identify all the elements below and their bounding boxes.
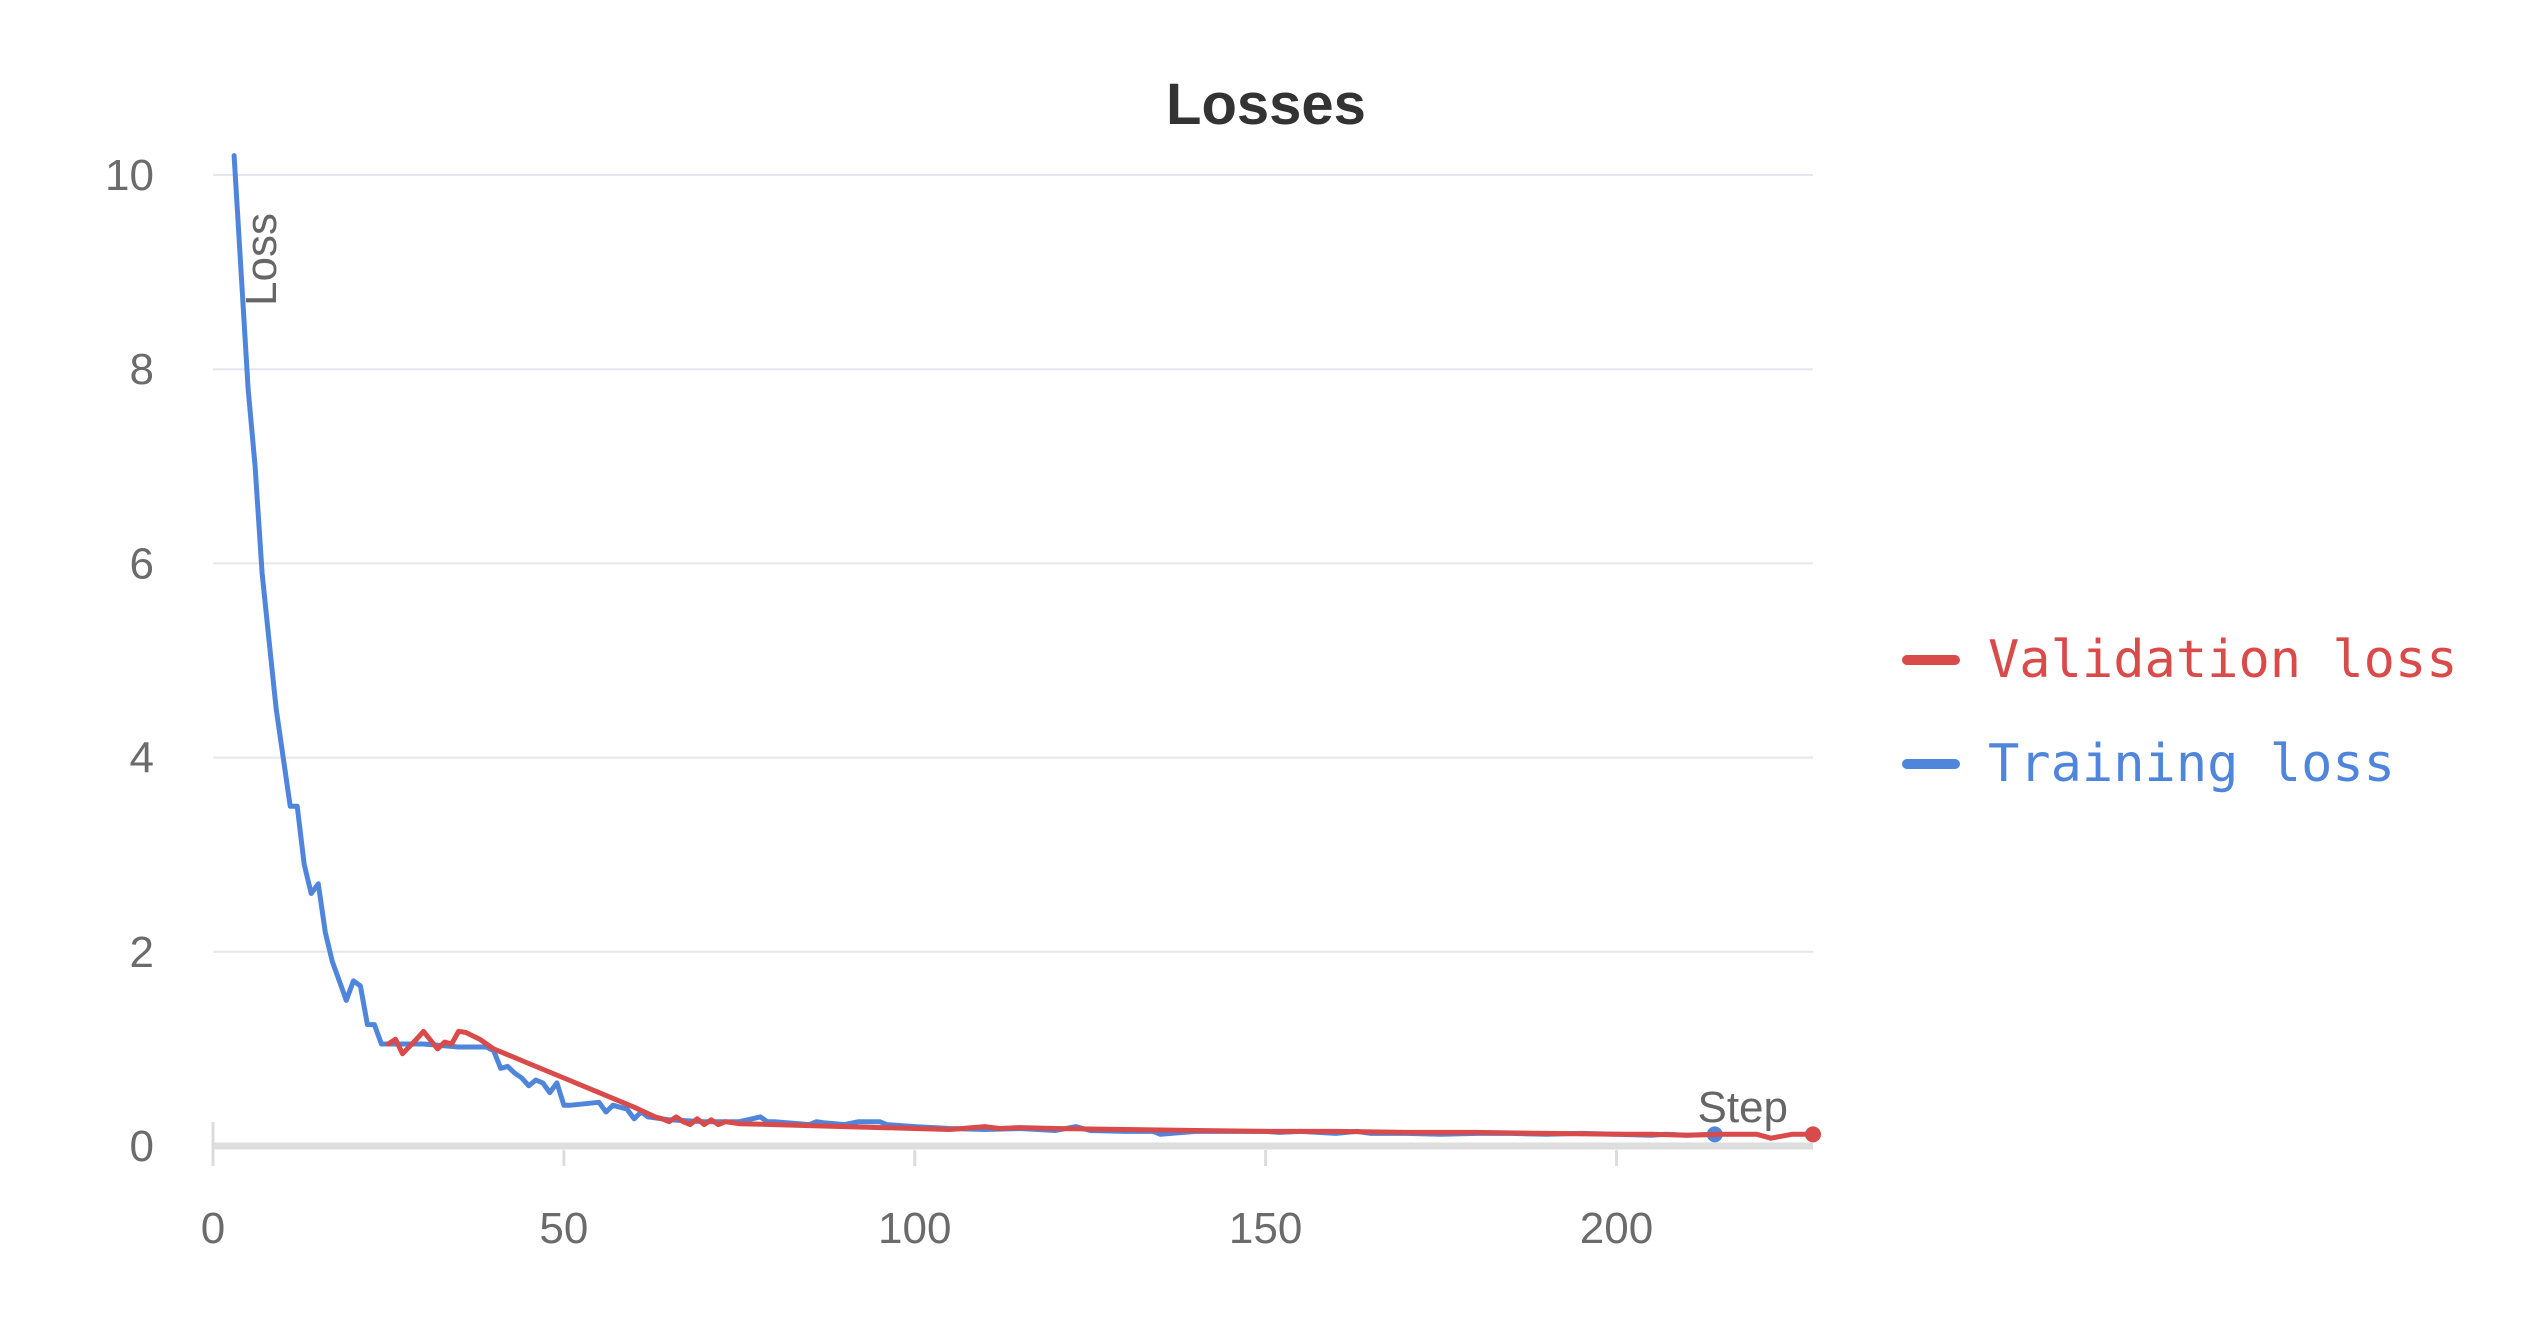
y-tick-label: 6 xyxy=(130,539,154,588)
x-tick-label: 150 xyxy=(1229,1204,1302,1253)
y-tick-label: 4 xyxy=(130,734,154,783)
y-tick-label: 8 xyxy=(130,345,154,394)
validation-loss-line xyxy=(385,1028,1816,1141)
y-tick-label: 2 xyxy=(130,928,154,977)
x-tick-label: 50 xyxy=(539,1204,588,1253)
chart-title: Losses xyxy=(1166,72,1366,137)
x-tick-label: 200 xyxy=(1580,1204,1653,1253)
y-tick-label: 0 xyxy=(130,1122,154,1171)
legend-label: Training loss xyxy=(1988,734,2395,794)
grid-layer xyxy=(213,174,1813,953)
legend-label: Validation loss xyxy=(1988,630,2458,690)
x-axis-label: Step xyxy=(1697,1083,1788,1132)
y-tick-label: 10 xyxy=(105,151,154,200)
x-tick-label: 0 xyxy=(201,1204,225,1253)
x-tick-label: 100 xyxy=(878,1204,951,1253)
training-loss-line xyxy=(231,153,1718,1138)
validation-loss-end-point xyxy=(1805,1126,1821,1143)
axis-layer xyxy=(211,1122,1813,1166)
y-axis-label: Loss xyxy=(237,213,286,306)
series-layer xyxy=(231,153,1821,1143)
legend: Validation loss Training loss xyxy=(1902,630,2458,794)
